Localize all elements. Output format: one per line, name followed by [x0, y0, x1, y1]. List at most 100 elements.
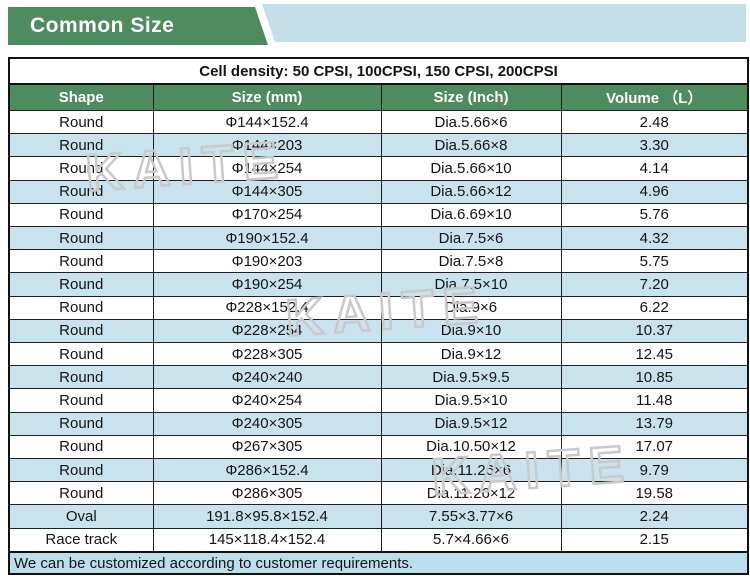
cell-volume: 3.30	[560, 133, 749, 158]
cell-volume: 10.37	[560, 318, 749, 344]
cell-size-mm: Φ228×305	[152, 342, 382, 367]
cell-size-inch: Dia.5.66×10	[380, 156, 562, 181]
table-row: Round Φ228×254 Dia.9×10 10.37	[8, 318, 749, 344]
cell-size-mm: Φ144×203	[152, 133, 382, 158]
column-header-volume: Volume （L）	[560, 83, 749, 111]
cell-shape: Round	[8, 481, 154, 506]
cell-shape: Round	[8, 434, 154, 460]
cell-shape: Round	[8, 133, 154, 158]
cell-size-inch: Dia.6.69×10	[380, 202, 562, 228]
cell-size-mm: Φ267×305	[152, 434, 382, 460]
table-row: Round Φ190×254 Dia.7.5×10 7.20	[8, 272, 749, 297]
size-table-body: Round Φ144×152.4 Dia.5.66×6 2.48 Round Φ144×2…	[8, 109, 749, 553]
cell-size-mm: Φ228×152.4	[152, 295, 382, 320]
cell-size-inch: Dia.7.5×8	[380, 249, 562, 274]
title-banner: Common Size	[8, 7, 268, 45]
footer-note-text: We can be customized according to custom…	[8, 551, 749, 575]
table-row: Round Φ190×203 Dia.7.5×8 5.75	[8, 249, 749, 274]
cell-size-mm: Φ240×240	[152, 365, 382, 390]
table-row: Round Φ228×152.4 Dia.9×6 6.22	[8, 295, 749, 320]
common-size-table: Cell density: 50 CPSI, 100CPSI, 150 CPSI…	[8, 57, 749, 575]
table-row: Round Φ228×305 Dia.9×12 12.45	[8, 342, 749, 367]
cell-size-mm: Φ190×152.4	[152, 226, 382, 251]
cell-shape: Round	[8, 365, 154, 390]
table-row: Round Φ286×152.4 Dia.11.26×6 9.79	[8, 458, 749, 483]
cell-volume: 4.96	[560, 179, 749, 204]
cell-shape: Round	[8, 295, 154, 320]
cell-size-mm: Φ144×254	[152, 156, 382, 181]
cell-size-inch: Dia.7.5×10	[380, 272, 562, 297]
cell-shape: Race track	[8, 527, 154, 553]
column-header-row: Shape Size (mm) Size (Inch) Volume （L）	[8, 83, 749, 111]
cell-size-mm: Φ240×305	[152, 411, 382, 436]
cell-volume: 12.45	[560, 342, 749, 367]
table-row: Round Φ240×305 Dia.9.5×12 13.79	[8, 411, 749, 436]
table-row: Race track 145×118.4×152.4 5.7×4.66×6 2.15	[8, 527, 749, 553]
table-row: Round Φ144×305 Dia.5.66×12 4.96	[8, 179, 749, 204]
cell-volume: 4.14	[560, 156, 749, 181]
cell-size-inch: Dia.9.5×10	[380, 388, 562, 413]
cell-volume: 17.07	[560, 434, 749, 460]
cell-shape: Round	[8, 388, 154, 413]
cell-shape: Round	[8, 342, 154, 367]
cell-volume: 2.24	[560, 504, 749, 529]
cell-size-mm: 145×118.4×152.4	[152, 527, 382, 553]
cell-shape: Round	[8, 249, 154, 274]
cell-volume: 11.48	[560, 388, 749, 413]
table-row: Round Φ144×203 Dia.5.66×8 3.30	[8, 133, 749, 158]
cell-size-inch: Dia.9×6	[380, 295, 562, 320]
cell-size-mm: Φ190×254	[152, 272, 382, 297]
cell-density-row: Cell density: 50 CPSI, 100CPSI, 150 CPSI…	[8, 57, 749, 85]
footer-note-row: We can be customized according to custom…	[8, 551, 749, 575]
column-header-size-inch: Size (Inch)	[380, 83, 562, 111]
cell-size-inch: 7.55×3.77×6	[380, 504, 562, 529]
cell-shape: Round	[8, 226, 154, 251]
cell-size-mm: Φ144×305	[152, 179, 382, 204]
cell-shape: Round	[8, 202, 154, 228]
cell-size-inch: Dia.9.5×12	[380, 411, 562, 436]
cell-shape: Round	[8, 109, 154, 135]
cell-shape: Round	[8, 411, 154, 436]
table-row: Round Φ144×152.4 Dia.5.66×6 2.48	[8, 109, 749, 135]
cell-shape: Round	[8, 156, 154, 181]
cell-size-inch: Dia.5.66×8	[380, 133, 562, 158]
cell-size-inch: Dia.5.66×6	[380, 109, 562, 135]
table-row: Round Φ240×240 Dia.9.5×9.5 10.85	[8, 365, 749, 390]
cell-volume: 6.22	[560, 295, 749, 320]
cell-size-mm: Φ190×203	[152, 249, 382, 274]
cell-volume: 9.79	[560, 458, 749, 483]
table-row: Round Φ286×305 Dia.11.26×12 19.58	[8, 481, 749, 506]
table-row: Round Φ170×254 Dia.6.69×10 5.76	[8, 202, 749, 228]
cell-volume: 5.76	[560, 202, 749, 228]
cell-size-inch: Dia.9×12	[380, 342, 562, 367]
cell-shape: Oval	[8, 504, 154, 529]
table-row: Round Φ190×152.4 Dia.7.5×6 4.32	[8, 226, 749, 251]
page-title: Common Size	[30, 14, 175, 37]
cell-size-mm: 191.8×95.8×152.4	[152, 504, 382, 529]
cell-size-mm: Φ144×152.4	[152, 109, 382, 135]
cell-size-mm: Φ286×305	[152, 481, 382, 506]
cell-size-inch: Dia.11.26×12	[380, 481, 562, 506]
cell-size-mm: Φ170×254	[152, 202, 382, 228]
cell-volume: 7.20	[560, 272, 749, 297]
cell-size-inch: Dia.11.26×6	[380, 458, 562, 483]
cell-size-inch: 5.7×4.66×6	[380, 527, 562, 553]
cell-shape: Round	[8, 272, 154, 297]
table-row: Round Φ267×305 Dia.10.50×12 17.07	[8, 434, 749, 460]
cell-volume: 5.75	[560, 249, 749, 274]
cell-volume: 4.32	[560, 226, 749, 251]
cell-size-inch: Dia.9×10	[380, 318, 562, 344]
cell-size-inch: Dia.5.66×12	[380, 179, 562, 204]
banner-blue-decoration	[262, 4, 746, 42]
cell-volume: 10.85	[560, 365, 749, 390]
table-row: Round Φ240×254 Dia.9.5×10 11.48	[8, 388, 749, 413]
column-header-shape: Shape	[8, 83, 154, 111]
table-row: Round Φ144×254 Dia.5.66×10 4.14	[8, 156, 749, 181]
cell-shape: Round	[8, 458, 154, 483]
table-row: Oval 191.8×95.8×152.4 7.55×3.77×6 2.24	[8, 504, 749, 529]
cell-size-mm: Φ286×152.4	[152, 458, 382, 483]
cell-density-text: Cell density: 50 CPSI, 100CPSI, 150 CPSI…	[8, 57, 749, 85]
cell-volume: 2.48	[560, 109, 749, 135]
cell-size-mm: Φ240×254	[152, 388, 382, 413]
cell-volume: 13.79	[560, 411, 749, 436]
